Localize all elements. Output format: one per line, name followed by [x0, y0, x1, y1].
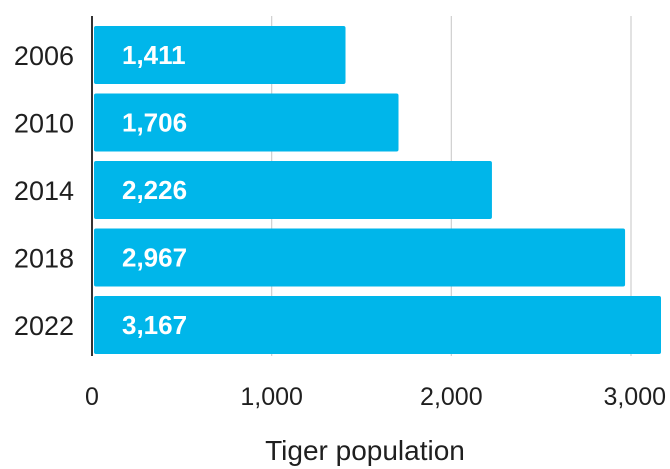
category-label-2018: 2018 — [14, 244, 74, 274]
bar-2014 — [94, 161, 492, 219]
bar-2018 — [94, 228, 626, 287]
bar-2022 — [94, 296, 661, 354]
value-label-2022: 3,167 — [122, 310, 187, 340]
value-label-2006: 1,411 — [122, 40, 186, 70]
tick-label-0: 0 — [85, 383, 99, 411]
category-label-2014: 2014 — [14, 176, 74, 206]
category-label-2006: 2006 — [14, 41, 74, 71]
value-label-2010: 1,706 — [122, 108, 187, 138]
tick-label-3,000: 3,000 — [603, 383, 666, 411]
value-label-2018: 2,967 — [122, 243, 187, 273]
category-label-2010: 2010 — [14, 109, 74, 139]
x-axis-title: Tiger population — [265, 435, 465, 466]
bar-2010 — [94, 93, 399, 152]
category-label-2022: 2022 — [14, 311, 74, 341]
tick-label-1,000: 1,000 — [240, 383, 303, 411]
tick-label-2,000: 2,000 — [420, 383, 483, 411]
value-label-2014: 2,226 — [122, 175, 187, 205]
bar-2006 — [94, 26, 346, 84]
